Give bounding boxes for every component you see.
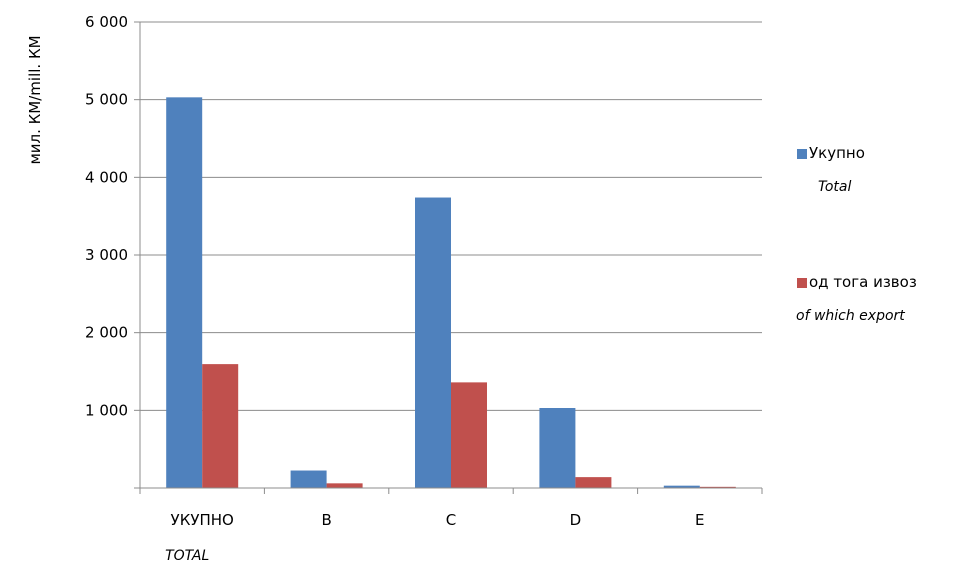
legend-swatch-total: [797, 149, 807, 159]
legend-sublabel-export: of which export: [796, 308, 905, 324]
y-tick-labels: 1 000 2 000 3 000 4 000 5 000 6 000: [85, 13, 128, 419]
bar-total-3: [539, 408, 576, 488]
x-category-label: E: [695, 511, 704, 529]
bar-export-3: [575, 477, 612, 488]
x-category-label: B: [321, 511, 331, 529]
bar-export-4: [699, 486, 736, 488]
x-category-labels: УКУПНО TOTAL B C D E: [165, 511, 704, 564]
y-tick-label: 3 000: [85, 246, 128, 264]
legend-sublabel-total: Total: [818, 179, 851, 195]
bar-export-0: [202, 364, 239, 488]
bar-total-0: [166, 97, 203, 488]
bar-export-2: [451, 382, 487, 488]
bars: [166, 97, 736, 488]
y-tick-label: 5 000: [85, 91, 128, 109]
y-tick-label: 1 000: [85, 401, 128, 419]
y-axis-label: мил. КМ/mill. КМ: [26, 35, 44, 164]
legend-label-export: од тога извоз: [809, 273, 917, 291]
x-category-label: D: [570, 511, 582, 529]
x-category-sublabel: TOTAL: [165, 548, 209, 564]
y-tick-label: 2 000: [85, 324, 128, 342]
y-tick-label: 6 000: [85, 13, 128, 31]
legend-swatch-export: [797, 278, 807, 288]
y-tick-label: 4 000: [85, 168, 128, 186]
x-category-label: C: [446, 511, 456, 529]
legend: Укупно Total од тога извоз of which export: [796, 144, 917, 324]
bar-total-4: [663, 485, 700, 488]
axes: [134, 21, 763, 494]
bar-export-1: [326, 483, 363, 488]
bar-total-2: [415, 197, 451, 488]
bar-total-1: [290, 470, 327, 488]
x-category-label: УКУПНО: [171, 511, 234, 529]
legend-label-total: Укупно: [809, 144, 865, 162]
